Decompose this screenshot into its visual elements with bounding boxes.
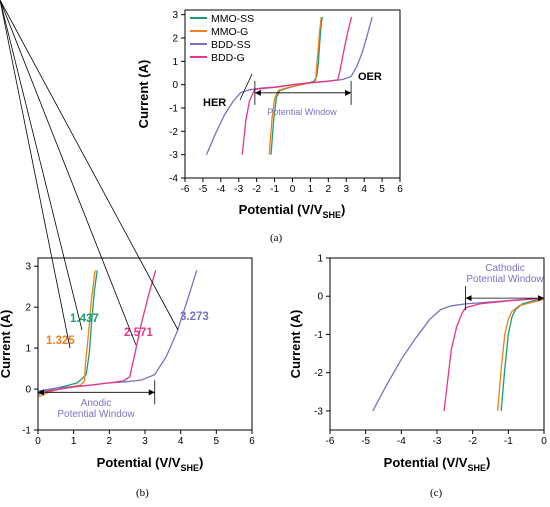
panel-b-xlabel: Potential (V/VSHE) — [97, 455, 204, 473]
x-tick-label: 1 — [308, 184, 314, 195]
y-tick-label: -2 — [314, 368, 323, 379]
y-tick-label: 2 — [172, 34, 178, 45]
panel-a-ylabel: Current (A) — [136, 60, 151, 129]
panel-b-ylabel: Current (A) — [0, 310, 13, 379]
value-label: 2.571 — [124, 327, 153, 339]
y-tick-label: 0 — [317, 292, 323, 303]
y-tick-label: -3 — [169, 150, 178, 161]
y-tick-label: -1 — [169, 104, 178, 115]
oer-label: OER — [358, 71, 382, 83]
x-tick-label: 2 — [326, 184, 332, 195]
x-tick-label: -3 — [433, 436, 442, 447]
value-pointer — [0, 0, 71, 349]
panel-a-xlabel: Potential (V/VSHE) — [239, 202, 346, 220]
x-tick-label: 3 — [343, 184, 349, 195]
x-tick-label: -6 — [326, 436, 335, 447]
y-tick-label: -1 — [314, 330, 323, 341]
legend-entry: MMO-G — [211, 26, 248, 38]
x-tick-label: -5 — [198, 184, 207, 195]
x-tick-label: 5 — [214, 436, 220, 447]
arrow-head-right — [148, 389, 155, 396]
value-pointer — [0, 0, 137, 346]
series-bdd-g — [443, 297, 545, 411]
panel-c-ylabel: Current (A) — [288, 310, 303, 379]
y-tick-label: -3 — [314, 406, 323, 417]
series-bdd-ss — [37, 270, 198, 392]
series-mmo-g — [268, 16, 322, 155]
value-label: 1.437 — [70, 313, 99, 325]
y-tick-label: 0 — [172, 80, 178, 91]
legend-entry: MMO-SS — [211, 13, 254, 25]
series-bdd-ss — [372, 297, 545, 412]
y-tick-label: 3 — [25, 262, 31, 273]
x-tick-label: -5 — [361, 436, 370, 447]
x-tick-label: -6 — [181, 184, 190, 195]
x-tick-label: 0 — [541, 436, 547, 447]
x-tick-label: -1 — [504, 436, 513, 447]
panel-c-chart: -6 -5 -4 -3 -2 -1 0 -3 -2 -1 0 1 Current (A) Potent… — [288, 254, 547, 474]
series-mmo-ss — [500, 297, 545, 411]
legend-entry: BDD-G — [211, 52, 245, 64]
x-tick-label: -4 — [216, 184, 225, 195]
cathodic-window-label-2: Potential Window — [466, 274, 544, 285]
y-tick-label: 1 — [317, 254, 323, 265]
x-tick-label: -4 — [397, 436, 406, 447]
arrow-head-left — [254, 89, 261, 96]
arrow-head-right — [538, 295, 544, 302]
arrow-head-left — [465, 295, 472, 302]
y-tick-label: 2 — [25, 303, 31, 314]
x-tick-label: 1 — [71, 436, 77, 447]
panel-c-xlabel: Potential (V/VSHE) — [384, 455, 491, 473]
arrow-head-left — [38, 389, 44, 396]
y-tick-label: 0 — [25, 385, 31, 396]
potential-window-label: Potential Window — [267, 107, 337, 117]
caption-c: (c) — [430, 487, 443, 499]
cathodic-window-label-1: Cathodic — [485, 263, 524, 274]
value-pointer — [0, 0, 83, 331]
anodic-window-label-1: Anodic — [81, 398, 112, 409]
panel-b-chart: 0 1 2 3 4 5 6 -1 0 1 2 3 1.437 1.325 2.571 3.273 Curre… — [0, 0, 255, 473]
x-tick-label: 0 — [35, 436, 41, 447]
her-pointer — [239, 73, 253, 101]
value-pointer — [0, 0, 179, 331]
x-tick-label: -2 — [468, 436, 477, 447]
y-tick-label: 1 — [172, 57, 178, 68]
y-tick-label: -1 — [22, 426, 31, 437]
series-bdd-g — [241, 16, 353, 155]
caption-b: (b) — [136, 487, 149, 499]
series-bdd-g — [37, 270, 157, 394]
legend-entry: BDD-SS — [211, 39, 251, 51]
x-tick-label: 2 — [107, 436, 113, 447]
anodic-window-label-2: Potential Window — [57, 409, 135, 420]
y-tick-label: 3 — [172, 10, 178, 21]
x-tick-label: 0 — [290, 184, 296, 195]
y-tick-label: -4 — [169, 174, 178, 185]
x-tick-label: -2 — [252, 184, 261, 195]
series-mmo-g — [496, 298, 545, 411]
x-tick-label: 4 — [178, 436, 184, 447]
y-tick-label: 1 — [25, 344, 31, 355]
x-tick-label: 6 — [249, 436, 255, 447]
x-tick-label: 5 — [379, 184, 385, 195]
value-label: 3.273 — [180, 311, 209, 323]
her-label: HER — [203, 97, 226, 109]
y-tick-label: -2 — [169, 127, 178, 138]
x-tick-label: -1 — [270, 184, 279, 195]
caption-a: (a) — [270, 232, 283, 244]
x-tick-label: 3 — [142, 436, 148, 447]
x-tick-label: 6 — [397, 184, 403, 195]
x-tick-label: -3 — [234, 184, 243, 195]
series-mmo-g — [37, 270, 96, 398]
arrow-head-right — [345, 89, 352, 96]
x-tick-label: 4 — [361, 184, 367, 195]
value-label: 1.325 — [46, 335, 75, 347]
